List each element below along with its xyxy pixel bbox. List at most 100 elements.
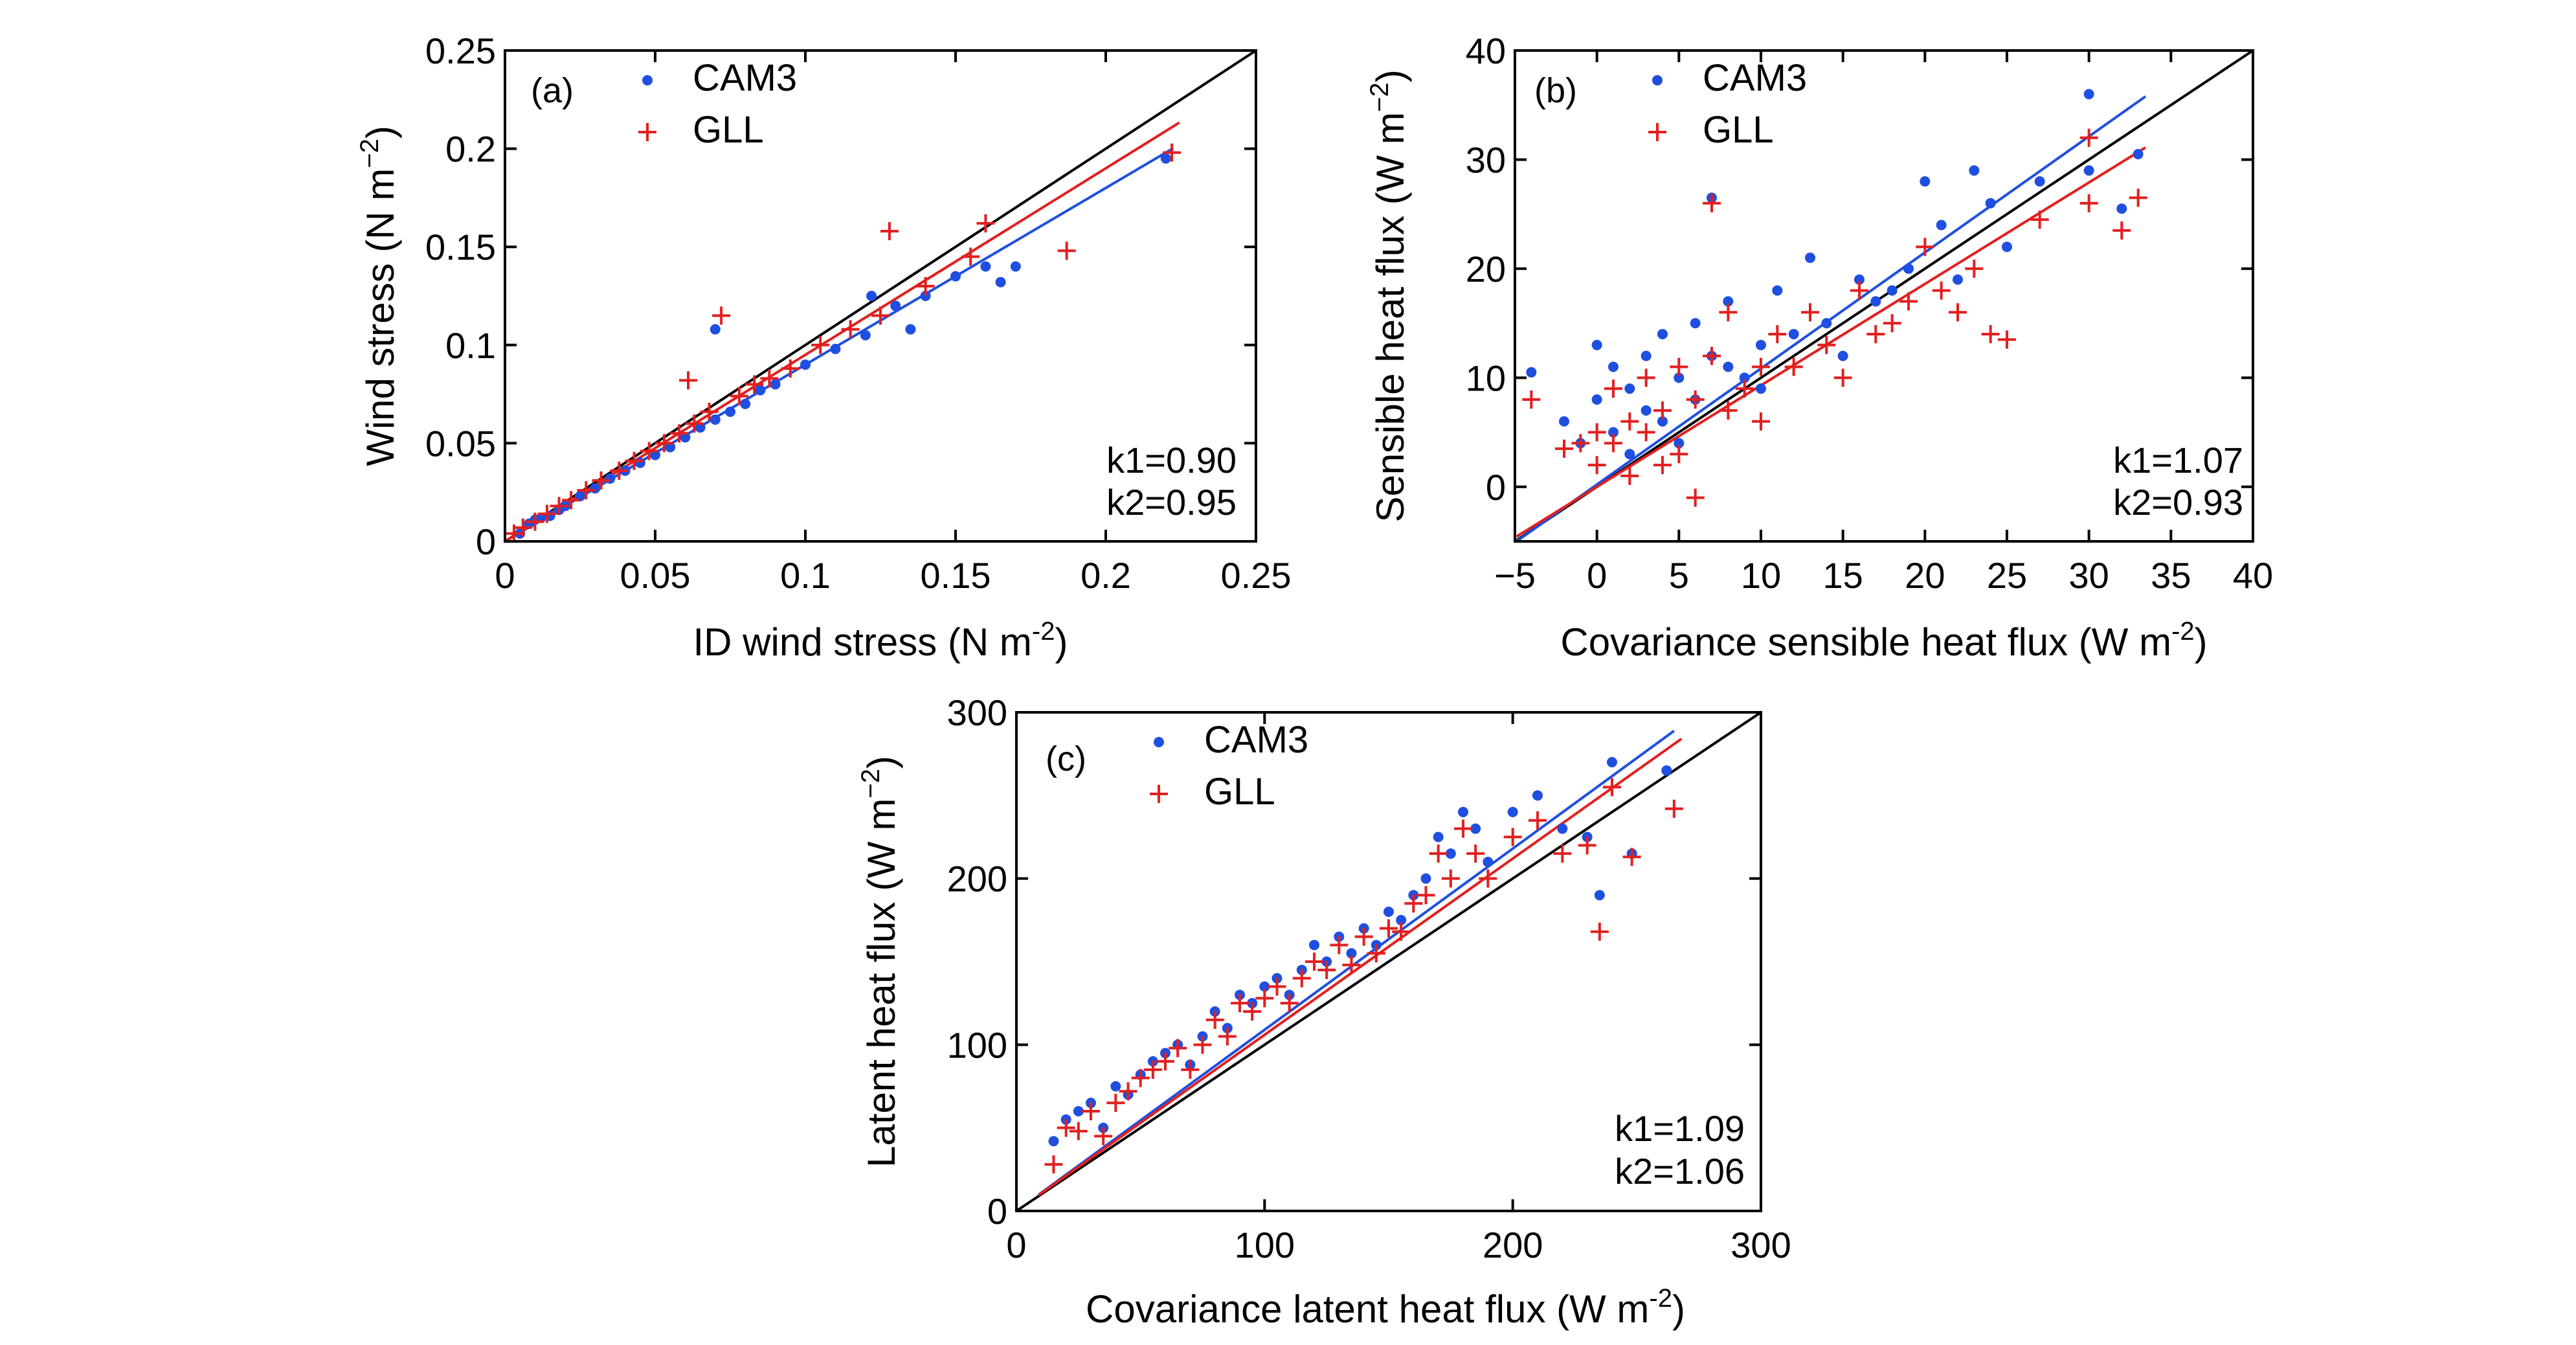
panel-a-point-gll [1163, 143, 1182, 162]
panel-c-point-cam3 [1110, 1081, 1121, 1092]
panel-b-point-gll [1981, 324, 2000, 343]
panel-c-xlabel: Covariance latent heat flux (W m-2) [1086, 1284, 1685, 1331]
panel-c-ytick-label: 0 [987, 1191, 1007, 1232]
panel-c-legend-cam3-marker [1154, 737, 1164, 747]
panel-c-point-cam3 [1048, 1136, 1059, 1147]
panel-c-point-gll [1392, 922, 1411, 941]
panel-c-point-cam3 [1557, 823, 1568, 834]
panel-c-point-gll [1143, 1060, 1162, 1079]
panel-a-legend-cam3-label: CAM3 [693, 57, 797, 99]
panel-a-point-cam3 [650, 449, 660, 460]
panel-b-xtick-label: 35 [2151, 555, 2191, 596]
panel-b-point-gll [1752, 412, 1770, 431]
panel-c-point-cam3 [1420, 873, 1431, 884]
panel-b-ytick-label: 40 [1466, 30, 1506, 71]
panel-b-point-cam3 [1953, 274, 1963, 285]
panel-c-fit-line-gll [1038, 738, 1683, 1197]
panel-a-point-cam3 [866, 291, 877, 301]
panel-c-point-gll [1193, 1035, 1212, 1054]
panel-b-point-gll [1703, 346, 1721, 365]
panel-b-point-gll [1916, 238, 1934, 256]
panel-b-ylabel-sup: −2 [1365, 82, 1394, 112]
panel-b-point-gll [2079, 194, 2098, 212]
panel-b-xlabel: Covariance sensible heat flux (W m-2) [1560, 617, 2207, 664]
panel-a-xlabel: ID wind stress (N m-2) [693, 617, 1068, 664]
panel-c-point-gll [1169, 1039, 1187, 1057]
panel-b-xtick-label: 30 [2069, 555, 2109, 596]
panel-b-k1: k1=1.07 [2113, 440, 2243, 480]
panel-a-point-gll [685, 414, 704, 433]
panel-a-legend-gll-label: GLL [693, 109, 764, 151]
panel-b-point-cam3 [1870, 296, 1881, 307]
panel-a-point-cam3 [710, 324, 721, 335]
panel-c-point-gll [1590, 922, 1609, 941]
panel-a-point-gll [781, 359, 800, 378]
panel-a-point-cam3 [634, 457, 645, 468]
panel-b-point-cam3 [1887, 285, 1898, 296]
panel-a-point-cam3 [725, 406, 735, 417]
panel-c-point-gll [1578, 836, 1596, 855]
panel-b-point-cam3 [1674, 372, 1685, 383]
panel-b-legend-cam3-label: CAM3 [1703, 57, 1807, 99]
panel-b-fit-line-gll [1516, 146, 2147, 538]
panel-b-point-cam3 [1657, 328, 1668, 339]
panel-a-xtick-label: 0.2 [1081, 555, 1131, 596]
panel-a-xlabel-text: ID wind stress (N m [693, 620, 1032, 664]
panel-c-point-gll [1131, 1068, 1150, 1087]
panel-c-point-gll [1664, 799, 1683, 818]
panel-b-point-gll [1637, 368, 1655, 387]
panel-a-point-gll [712, 306, 731, 325]
panel-b-point-cam3 [1920, 176, 1931, 187]
panel-a-point-gll [760, 369, 779, 388]
panel-c-ytick-label: 300 [947, 692, 1007, 733]
panel-a-legend-cam3-marker [642, 75, 653, 85]
panel-b-point-cam3 [1690, 318, 1701, 329]
panel-b-point-gll [1686, 390, 1705, 409]
panel-a-point-cam3 [1160, 153, 1171, 164]
panel-c-point-cam3 [1532, 790, 1543, 801]
panel-a-point-gll [916, 277, 935, 295]
panel-c-point-gll [1330, 936, 1349, 955]
panel-c-k1: k1=1.09 [1615, 1108, 1745, 1149]
panel-c-xlabel-sup: -2 [1649, 1284, 1672, 1313]
panel-a-point-gll [976, 214, 995, 232]
panel-c-point-gll [1503, 828, 1522, 846]
panel-b-point-cam3 [2083, 89, 2094, 100]
panel-c-point-gll [1069, 1122, 1088, 1140]
panel-b-point-cam3 [2083, 165, 2094, 176]
panel-c-point-cam3 [1259, 981, 1270, 992]
panel-a-point-gll [562, 491, 581, 510]
panel-b-fit-line-cam3 [1516, 95, 2147, 543]
panel-b-point-cam3 [1641, 350, 1652, 361]
panel-c-xlabel-close: ) [1672, 1287, 1685, 1331]
panel-c-ylabel: Latent heat flux (W m−2) [857, 756, 903, 1168]
panel-c-point-gll [1082, 1102, 1100, 1120]
panel-a-point-gll [1057, 242, 1076, 260]
panel-a-k2: k2=0.95 [1106, 482, 1237, 523]
panel-b-point-gll [1833, 368, 1852, 387]
panel-b-point-cam3 [1821, 318, 1832, 329]
panel-a-point-cam3 [575, 491, 585, 502]
panel-a-ylabel-text: Wind stress (N m [359, 168, 402, 466]
panel-a-ylabel-close: ) [359, 126, 402, 139]
panel-c-point-cam3 [1661, 765, 1672, 776]
panel-c-point-gll [1466, 844, 1485, 863]
panel-a-point-gll [577, 481, 596, 500]
panel-a-point-cam3 [1010, 261, 1021, 272]
panel-a-ylabel: Wind stress (N m−2) [355, 126, 402, 466]
panel-c-point-cam3 [1470, 823, 1481, 834]
panel-c-point-gll [1268, 977, 1286, 996]
panel-b-point-gll [1719, 303, 1738, 322]
panel-b-xtick-label: 10 [1741, 555, 1781, 596]
panel-c-point-gll [1454, 819, 1472, 838]
panel-c-point-cam3 [1433, 831, 1444, 842]
panel-b-point-gll [1703, 194, 1721, 212]
panel-c-point-cam3 [1309, 940, 1319, 951]
panel-b-point-cam3 [1591, 339, 1602, 350]
panel-a-point-cam3 [830, 343, 841, 354]
panel-b-point-cam3 [1624, 449, 1635, 460]
panel-b-one-to-one-line [1514, 49, 2254, 543]
panel-a-xlabel-close: ) [1055, 620, 1068, 664]
panel-b-point-gll [1587, 456, 1606, 475]
panel-a-point-cam3 [695, 422, 706, 433]
